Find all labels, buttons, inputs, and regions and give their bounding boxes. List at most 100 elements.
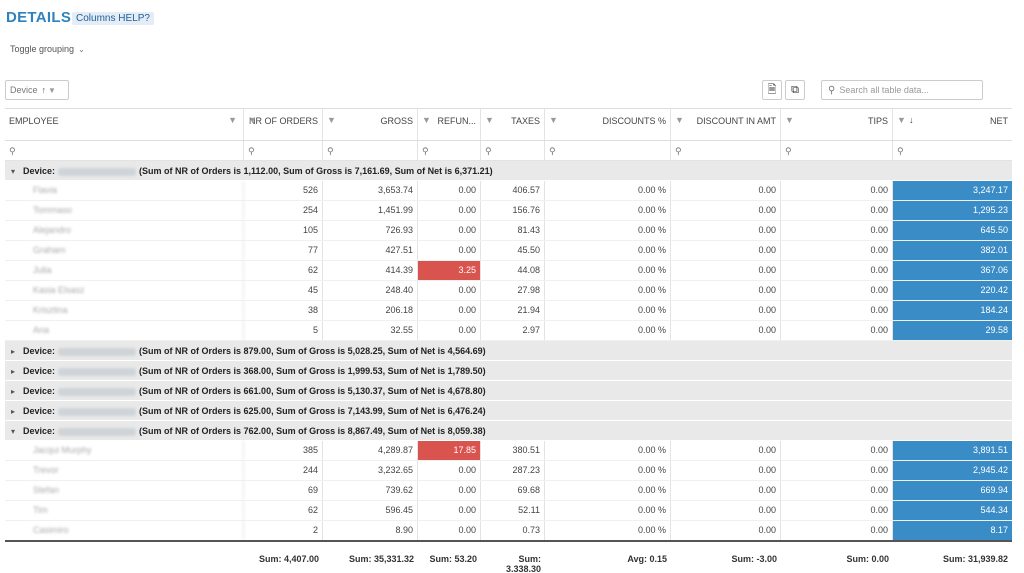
- filter-row: ⚲ ⚲ ⚲ ⚲ ⚲ ⚲ ⚲ ⚲ ⚲: [5, 141, 1012, 161]
- column-filter-cell[interactable]: ⚲: [481, 141, 545, 160]
- cell-disc_amt: 0.00: [671, 521, 781, 540]
- cell-orders: 62: [244, 501, 323, 520]
- filter-icon[interactable]: ▼: [48, 86, 56, 95]
- cell-net: 8.17: [893, 521, 1012, 540]
- column-header-7[interactable]: ▼ TIPS: [781, 109, 893, 140]
- column-filter-icon[interactable]: ▼: [897, 115, 906, 125]
- caret-down-icon[interactable]: ▾: [11, 167, 16, 176]
- cell-disc_amt: 0.00: [671, 181, 781, 200]
- table-row[interactable]: Jacqui Murphy 385 4,289.87 17.85 380.51 0.00 …: [5, 441, 1012, 461]
- column-filter-cell[interactable]: ⚲: [5, 141, 244, 160]
- group-row[interactable]: ▸ Device:C010E052970050(Sum of NR of Orde…: [5, 381, 1012, 401]
- cell-employee: Ana: [5, 321, 244, 340]
- cell-disc_amt: 0.00: [671, 461, 781, 480]
- table-row[interactable]: Stefan 69 739.62 0.00 69.68 0.00 % 0.00 0.00 669…: [5, 481, 1012, 501]
- column-header-2[interactable]: ▼ GROSS: [323, 109, 418, 140]
- table-row[interactable]: Tommaso 254 1,451.99 0.00 156.76 0.00 % 0.00 0.…: [5, 201, 1012, 221]
- column-filter-cell[interactable]: ⚲: [244, 141, 323, 160]
- group-summary: (Sum of NR of Orders is 661.00, Sum of G…: [139, 386, 486, 396]
- column-header-4[interactable]: ▼ TAXES: [481, 109, 545, 140]
- group-by-chip[interactable]: Device ↑ ▼: [5, 80, 69, 100]
- column-filter-cell[interactable]: ⚲: [545, 141, 671, 160]
- column-header-8[interactable]: ▼ ↓ NET: [893, 109, 1012, 140]
- table-row[interactable]: Ana 5 32.55 0.00 2.97 0.00 % 0.00 0.00 29.58: [5, 321, 1012, 341]
- cell-tips: 0.00: [781, 301, 893, 320]
- table-row[interactable]: Kasia Elsasz 45 248.40 0.00 27.98 0.00 % 0.00 0…: [5, 281, 1012, 301]
- column-filter-icon[interactable]: ▼: [228, 115, 237, 125]
- export-button[interactable]: 🗎: [762, 80, 782, 100]
- cell-employee: Jacqui Murphy: [5, 441, 244, 460]
- cell-tips: 0.00: [781, 221, 893, 240]
- cell-net: 645.50: [893, 221, 1012, 240]
- sort-ascending-icon[interactable]: ↑: [41, 85, 47, 95]
- cell-taxes: 45.50: [481, 241, 545, 260]
- column-header-3[interactable]: ▼ REFUN...: [418, 109, 481, 140]
- toggle-grouping-button[interactable]: Toggle grouping ⌄: [10, 44, 85, 54]
- cell-disc_amt: 0.00: [671, 481, 781, 500]
- table-row[interactable]: Casimiro 2 8.90 0.00 0.73 0.00 % 0.00 0.00 8.17: [5, 521, 1012, 541]
- caret-right-icon[interactable]: ▸: [11, 387, 16, 396]
- search-icon: ⚲: [785, 146, 792, 156]
- column-filter-icon[interactable]: ▼: [422, 115, 431, 125]
- sort-descending-icon[interactable]: ↓: [909, 115, 914, 125]
- group-row[interactable]: ▸ Device:C010E051220125(Sum of NR of Orde…: [5, 341, 1012, 361]
- footer-disc_amt: Sum: -3.00: [731, 554, 777, 564]
- table-row[interactable]: Krisztina 38 206.18 0.00 21.94 0.00 % 0.00 0.00…: [5, 301, 1012, 321]
- column-filter-cell[interactable]: ⚲: [781, 141, 893, 160]
- column-filter-icon[interactable]: ▼: [248, 115, 257, 125]
- column-filter-icon[interactable]: ▼: [785, 115, 794, 125]
- export-icon: 🗎: [767, 84, 777, 96]
- group-row[interactable]: ▸ Device:C010E051230129(Sum of NR of Orde…: [5, 361, 1012, 381]
- cell-employee: Krisztina: [5, 301, 244, 320]
- cell-disc_amt: 0.00: [671, 261, 781, 280]
- cell-orders: 244: [244, 461, 323, 480]
- group-row[interactable]: ▾ Device:C010E0A4740155(Sum of NR of Orde…: [5, 161, 1012, 181]
- column-header-6[interactable]: ▼ DISCOUNT IN AMT: [671, 109, 781, 140]
- search-box[interactable]: ⚲: [821, 80, 983, 100]
- cell-employee: Casimiro: [5, 521, 244, 540]
- column-filter-icon[interactable]: ▼: [549, 115, 558, 125]
- caret-right-icon[interactable]: ▸: [11, 407, 16, 416]
- column-header-label: TIPS: [867, 116, 888, 126]
- column-header-1[interactable]: ▼ NR OF ORDERS: [244, 109, 323, 140]
- caret-right-icon[interactable]: ▸: [11, 367, 16, 376]
- table-row[interactable]: Trevor 244 3,232.65 0.00 287.23 0.00 % 0.00 0.0…: [5, 461, 1012, 481]
- cell-disc_pct: 0.00 %: [545, 261, 671, 280]
- table-row[interactable]: Graham 77 427.51 0.00 45.50 0.00 % 0.00 0.00 382…: [5, 241, 1012, 261]
- column-filter-cell[interactable]: ⚲: [418, 141, 481, 160]
- caret-right-icon[interactable]: ▸: [11, 347, 16, 356]
- columns-help-button[interactable]: Columns HELP?: [72, 12, 154, 25]
- cell-employee: Kasia Elsasz: [5, 281, 244, 300]
- column-filter-icon[interactable]: ▼: [485, 115, 494, 125]
- footer-employee: [5, 542, 244, 572]
- column-filter-cell[interactable]: ⚲: [323, 141, 418, 160]
- column-header-5[interactable]: ▼ DISCOUNTS %: [545, 109, 671, 140]
- column-header-label: DISCOUNT IN AMT: [696, 116, 776, 126]
- column-filter-cell[interactable]: ⚲: [893, 141, 1012, 160]
- cell-net: 184.24: [893, 301, 1012, 320]
- cell-disc_pct: 0.00 %: [545, 481, 671, 500]
- table-row[interactable]: Alejandro 105 726.93 0.00 81.43 0.00 % 0.00 0.0…: [5, 221, 1012, 241]
- cell-disc_pct: 0.00 %: [545, 501, 671, 520]
- cell-disc_pct: 0.00 %: [545, 181, 671, 200]
- column-header-label: EMPLOYEE: [9, 116, 59, 126]
- columns-button[interactable]: ⧉: [785, 80, 805, 100]
- table-row[interactable]: Julia 62 414.39 3.25 44.08 0.00 % 0.00 0.00 367.…: [5, 261, 1012, 281]
- column-filter-icon[interactable]: ▼: [675, 115, 684, 125]
- column-filter-cell[interactable]: ⚲: [671, 141, 781, 160]
- cell-disc_pct: 0.00 %: [545, 441, 671, 460]
- footer-refund: Sum: 53.20: [429, 554, 477, 564]
- column-filter-icon[interactable]: ▼: [327, 115, 336, 125]
- cell-taxes: 287.23: [481, 461, 545, 480]
- table-row[interactable]: Flavia 526 3,653.74 0.00 406.57 0.00 % 0.00 0.0…: [5, 181, 1012, 201]
- group-row[interactable]: ▾ Device:C010E054420378(Sum of NR of Orde…: [5, 421, 1012, 441]
- footer-orders: Sum: 4,407.00: [258, 554, 319, 564]
- cell-net: 669.94: [893, 481, 1012, 500]
- search-input[interactable]: [839, 85, 968, 95]
- group-row[interactable]: ▸ Device:C010E053360019(Sum of NR of Orde…: [5, 401, 1012, 421]
- cell-net: 3,891.51: [893, 441, 1012, 460]
- column-header-0[interactable]: ▼ EMPLOYEE: [5, 109, 244, 140]
- table-footer: Sum: 4,407.00 Sum: 35,331.32 Sum: 53.20 Sum…: [5, 540, 1012, 572]
- table-row[interactable]: Tim 62 596.45 0.00 52.11 0.00 % 0.00 0.00 544.34: [5, 501, 1012, 521]
- caret-down-icon[interactable]: ▾: [11, 427, 16, 436]
